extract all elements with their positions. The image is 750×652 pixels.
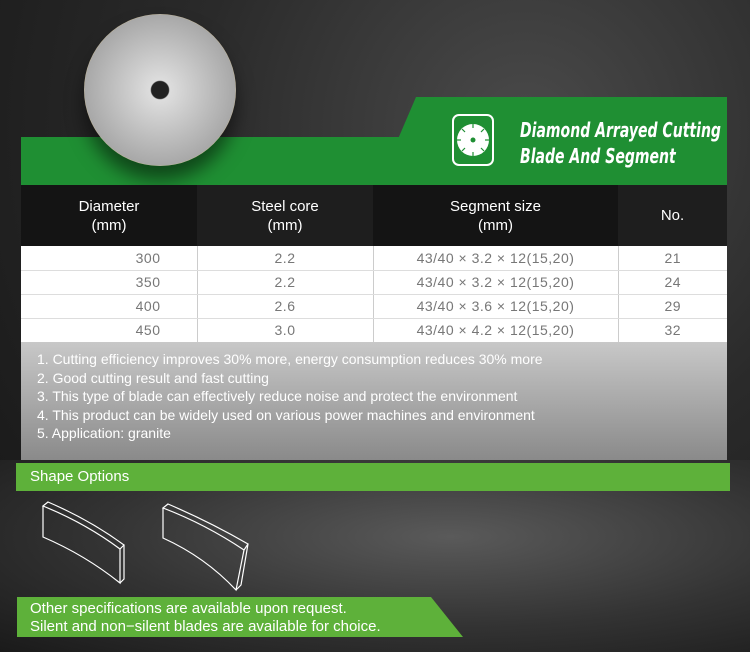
segment-shape-flat-icon (41, 501, 125, 585)
table-row: 450 3.0 43/40 × 4.2 × 12(15,20) 32 (21, 318, 727, 343)
cell: 2.6 (197, 294, 374, 319)
note-item: 5. Application: granite (37, 425, 171, 441)
cell: 2.2 (197, 246, 374, 271)
header-steel-core: Steel core (mm) (197, 185, 373, 246)
cell: 450 (21, 318, 198, 343)
cell: 32 (618, 318, 727, 343)
cell: 43/40 × 4.2 × 12(15,20) (373, 318, 619, 343)
note-item: 3. This type of blade can effectively re… (37, 388, 518, 404)
header-diameter: Diameter (mm) (21, 185, 197, 246)
shape-options-heading: Shape Options (16, 463, 730, 491)
cell: 350 (21, 270, 198, 295)
cell: 43/40 × 3.2 × 12(15,20) (373, 270, 619, 295)
header-segment-size: Segment size (mm) (373, 185, 618, 246)
segment-shape-bevel-icon (161, 503, 249, 592)
table-row: 400 2.6 43/40 × 3.6 × 12(15,20) 29 (21, 294, 727, 319)
footer-line-1: Other specifications are available upon … (30, 600, 347, 617)
table-row: 350 2.2 43/40 × 3.2 × 12(15,20) 24 (21, 270, 727, 295)
cell: 24 (618, 270, 727, 295)
cell: 3.0 (197, 318, 374, 343)
title-line-1: Diamond Arrayed Cutting (520, 118, 721, 142)
cell: 43/40 × 3.2 × 12(15,20) (373, 246, 619, 271)
cell: 29 (618, 294, 727, 319)
cell: 400 (21, 294, 198, 319)
note-item: 4. This product can be widely used on va… (37, 406, 535, 423)
table-row: 300 2.2 43/40 × 3.2 × 12(15,20) 21 (21, 246, 727, 271)
header-no: No. (618, 185, 727, 246)
note-item: 1. Cutting efficiency improves 30% more,… (37, 351, 543, 367)
saw-blade-icon (452, 114, 494, 166)
note-item: 2. Good cutting result and fast cutting (37, 369, 269, 386)
footer-line-2: Silent and non−silent blades are availab… (30, 618, 381, 635)
table-header: Diameter (mm) Steel core (mm) Segment size… (21, 185, 727, 246)
cell: 21 (618, 246, 727, 271)
feature-notes: 1. Cutting efficiency improves 30% more,… (21, 342, 727, 460)
spec-table: Diameter (mm) Steel core (mm) Segment size… (21, 185, 727, 343)
page-title: Diamond Arrayed Cutting Blade And Segmen… (520, 117, 721, 169)
cell: 43/40 × 3.6 × 12(15,20) (373, 294, 619, 319)
footer-banner: Other specifications are available upon … (17, 597, 463, 637)
cell: 300 (21, 246, 198, 271)
blade-image (84, 14, 236, 166)
cell: 2.2 (197, 270, 374, 295)
title-line-2: Blade And Segment (520, 144, 676, 168)
